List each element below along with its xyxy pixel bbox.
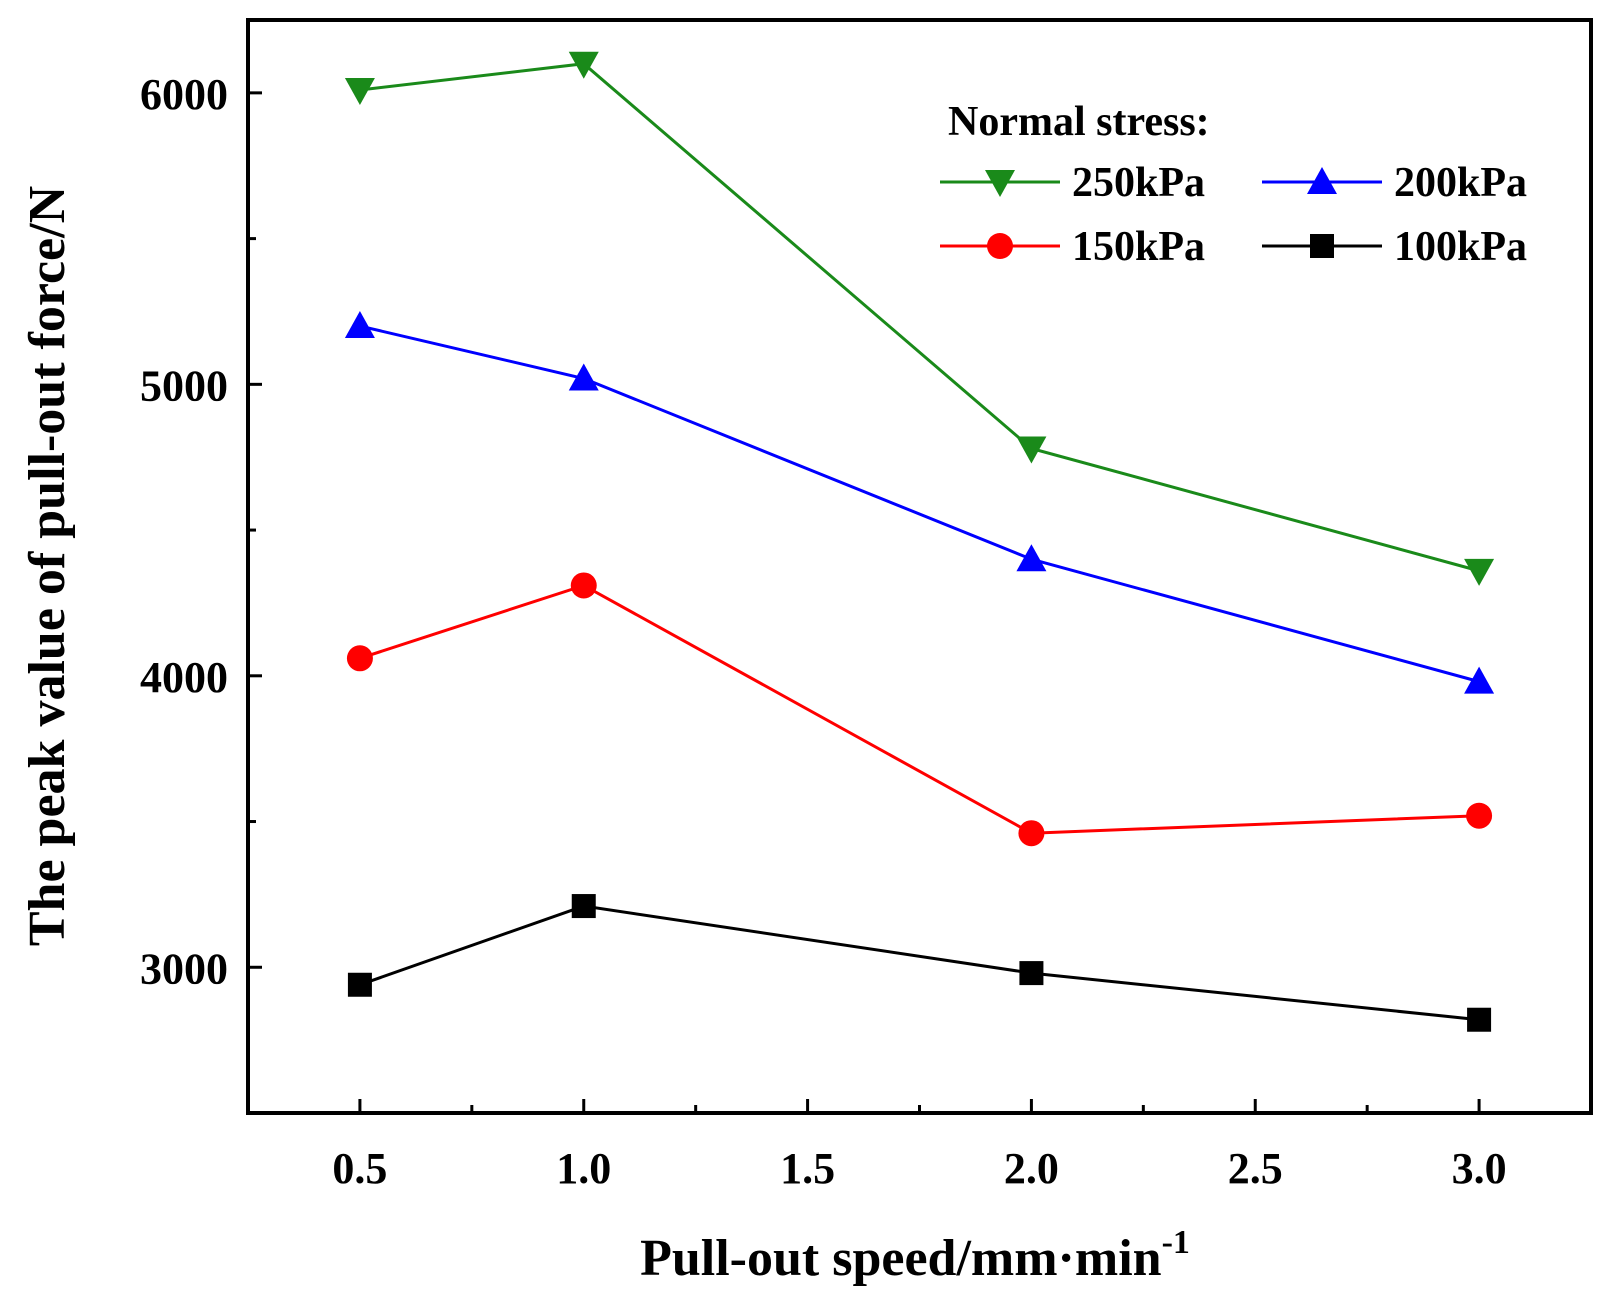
data-point-250kpa <box>1464 558 1495 586</box>
x-tick-label: 0.5 <box>332 1144 387 1193</box>
data-point-200kpa <box>1464 666 1495 694</box>
legend-label-200kpa: 200kPa <box>1394 160 1527 206</box>
legend-title: Normal stress: <box>948 99 1210 145</box>
data-point-200kpa <box>344 311 375 339</box>
series-line-100kpa <box>359 904 1480 1022</box>
data-point-150kpa <box>1018 820 1045 847</box>
data-point-100kpa <box>347 972 372 997</box>
data-point-150kpa <box>570 572 597 599</box>
x-axis-title-superscript: -1 <box>1162 1224 1190 1261</box>
legend-marker-150kpa <box>987 233 1013 259</box>
y-tick-label: 3000 <box>140 944 228 993</box>
x-tick-label: 1.5 <box>780 1144 835 1193</box>
x-tick-label: 1.0 <box>556 1144 611 1193</box>
x-axis-title: Pull-out speed/mm·min-1 <box>640 1224 1190 1287</box>
y-tick-label: 6000 <box>140 70 228 119</box>
series-line-150kpa <box>359 583 1480 835</box>
x-tick-label: 2.0 <box>1004 1144 1059 1193</box>
data-point-100kpa <box>1467 1007 1492 1032</box>
data-point-250kpa <box>344 77 375 105</box>
y-axis-title: The peak value of pull-out force/N <box>19 186 76 946</box>
data-point-100kpa <box>571 894 596 919</box>
ticks-layer: 0.5 1.0 1.5 2.0 2.5 3.0 3000 4000 5000 6000 <box>140 70 1507 1193</box>
data-point-200kpa <box>568 363 599 391</box>
data-point-200kpa <box>1016 544 1047 572</box>
data-point-250kpa <box>1016 436 1047 464</box>
data-point-150kpa <box>346 645 373 672</box>
y-tick-label: 4000 <box>140 653 228 702</box>
y-tick-label: 5000 <box>140 361 228 410</box>
legend-marker-250kpa <box>985 170 1015 197</box>
legend-marker-200kpa <box>1307 167 1337 194</box>
series-layer <box>344 51 1495 1032</box>
x-tick-label: 3.0 <box>1452 1144 1507 1193</box>
series-line-250kpa <box>359 62 1480 573</box>
legend: Normal stress: 250kPa 200kPa 150kPa 100kPa <box>940 99 1527 270</box>
x-tick-label: 2.5 <box>1228 1144 1283 1193</box>
legend-items: 250kPa 200kPa 150kPa 100kPa <box>940 160 1527 270</box>
legend-label-250kpa: 250kPa <box>1072 160 1205 206</box>
legend-label-150kpa: 150kPa <box>1072 224 1205 270</box>
data-point-100kpa <box>1019 961 1044 986</box>
legend-marker-100kpa <box>1310 234 1334 258</box>
data-point-150kpa <box>1466 802 1493 829</box>
legend-label-100kpa: 100kPa <box>1394 224 1527 270</box>
data-point-250kpa <box>568 51 599 79</box>
series-line-200kpa <box>359 324 1480 684</box>
